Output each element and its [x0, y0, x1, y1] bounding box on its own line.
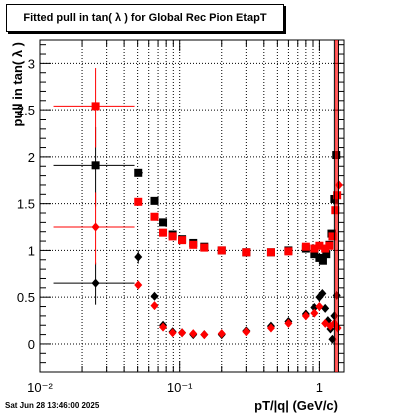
- data-layer: [53, 40, 343, 372]
- square-marker: [321, 244, 330, 253]
- square-marker: [150, 212, 159, 221]
- square-marker: [284, 247, 293, 256]
- y-tick-label: 1: [28, 243, 35, 258]
- diamond-marker: [150, 301, 159, 311]
- tick-labels: 10⁻² 10⁻¹ 1 0 0.5 1 1.5 2 2.5 3: [17, 56, 323, 395]
- square-marker: [310, 250, 319, 259]
- chart-title: Fitted pull in tan( λ ) for Global Rec P…: [23, 12, 267, 24]
- datestamp: Sat Jun 28 13:46:00 2025: [5, 401, 100, 410]
- diamond-marker: [242, 327, 251, 337]
- diamond-marker: [318, 288, 327, 298]
- square-marker: [159, 218, 168, 227]
- y-tick-label: 0.5: [17, 290, 35, 305]
- diamond-marker: [217, 329, 226, 339]
- square-marker: [134, 197, 143, 206]
- diamond-marker: [159, 322, 168, 332]
- diamond-marker: [178, 328, 187, 338]
- axis-ticks: [39, 40, 344, 373]
- diamond-marker: [310, 308, 319, 318]
- grid: [40, 40, 344, 372]
- square-marker: [150, 196, 159, 205]
- square-marker: [322, 250, 331, 259]
- x-axis-label: pT/|q| (GeV/c): [254, 398, 338, 413]
- diamond-marker: [284, 318, 293, 328]
- square-marker: [301, 242, 310, 251]
- square-marker: [242, 248, 251, 257]
- diamond-marker: [200, 330, 209, 340]
- diamond-marker: [168, 328, 177, 338]
- square-marker: [266, 248, 275, 257]
- diamond-marker: [91, 222, 100, 232]
- x-tick-label: 10⁻²: [27, 380, 53, 395]
- diamond-marker: [310, 302, 319, 312]
- square-marker: [200, 243, 209, 252]
- square-marker: [189, 240, 198, 249]
- square-marker: [168, 232, 177, 241]
- square-marker: [178, 236, 187, 245]
- diamond-marker: [134, 280, 143, 290]
- diamond-marker: [134, 252, 143, 262]
- square-marker: [318, 256, 327, 265]
- square-marker: [310, 244, 319, 253]
- square-marker: [328, 232, 337, 241]
- y-tick-label: 1.5: [17, 197, 35, 212]
- y-tick-label: 3: [28, 56, 35, 71]
- square-marker: [159, 228, 168, 237]
- plot-frame: [39, 39, 345, 373]
- diamond-marker: [91, 278, 100, 288]
- x-tick-label: 10⁻¹: [167, 380, 193, 395]
- series-3: [53, 250, 341, 344]
- edge-error-bars: [333, 40, 339, 372]
- y-axis-label: pull in tan( λ ): [10, 42, 25, 127]
- chart-title-box: Fitted pull in tan( λ ) for Global Rec P…: [6, 4, 284, 32]
- diamond-marker: [150, 291, 159, 301]
- diamond-marker: [321, 303, 330, 313]
- square-marker: [315, 241, 324, 250]
- diamond-marker: [189, 329, 198, 339]
- square-marker: [217, 246, 226, 255]
- diamond-marker: [266, 323, 275, 333]
- series-4: [53, 180, 343, 340]
- diamond-marker: [315, 302, 324, 312]
- y-tick-label: 2: [28, 150, 35, 165]
- diamond-marker: [301, 311, 310, 321]
- square-marker: [134, 168, 143, 177]
- square-marker: [91, 161, 100, 170]
- square-marker: [91, 102, 100, 111]
- diamond-marker: [328, 334, 337, 344]
- y-tick-label: 2.5: [17, 103, 35, 118]
- x-tick-label: 1: [316, 380, 323, 395]
- y-tick-label: 0: [28, 337, 35, 352]
- square-marker: [325, 241, 334, 250]
